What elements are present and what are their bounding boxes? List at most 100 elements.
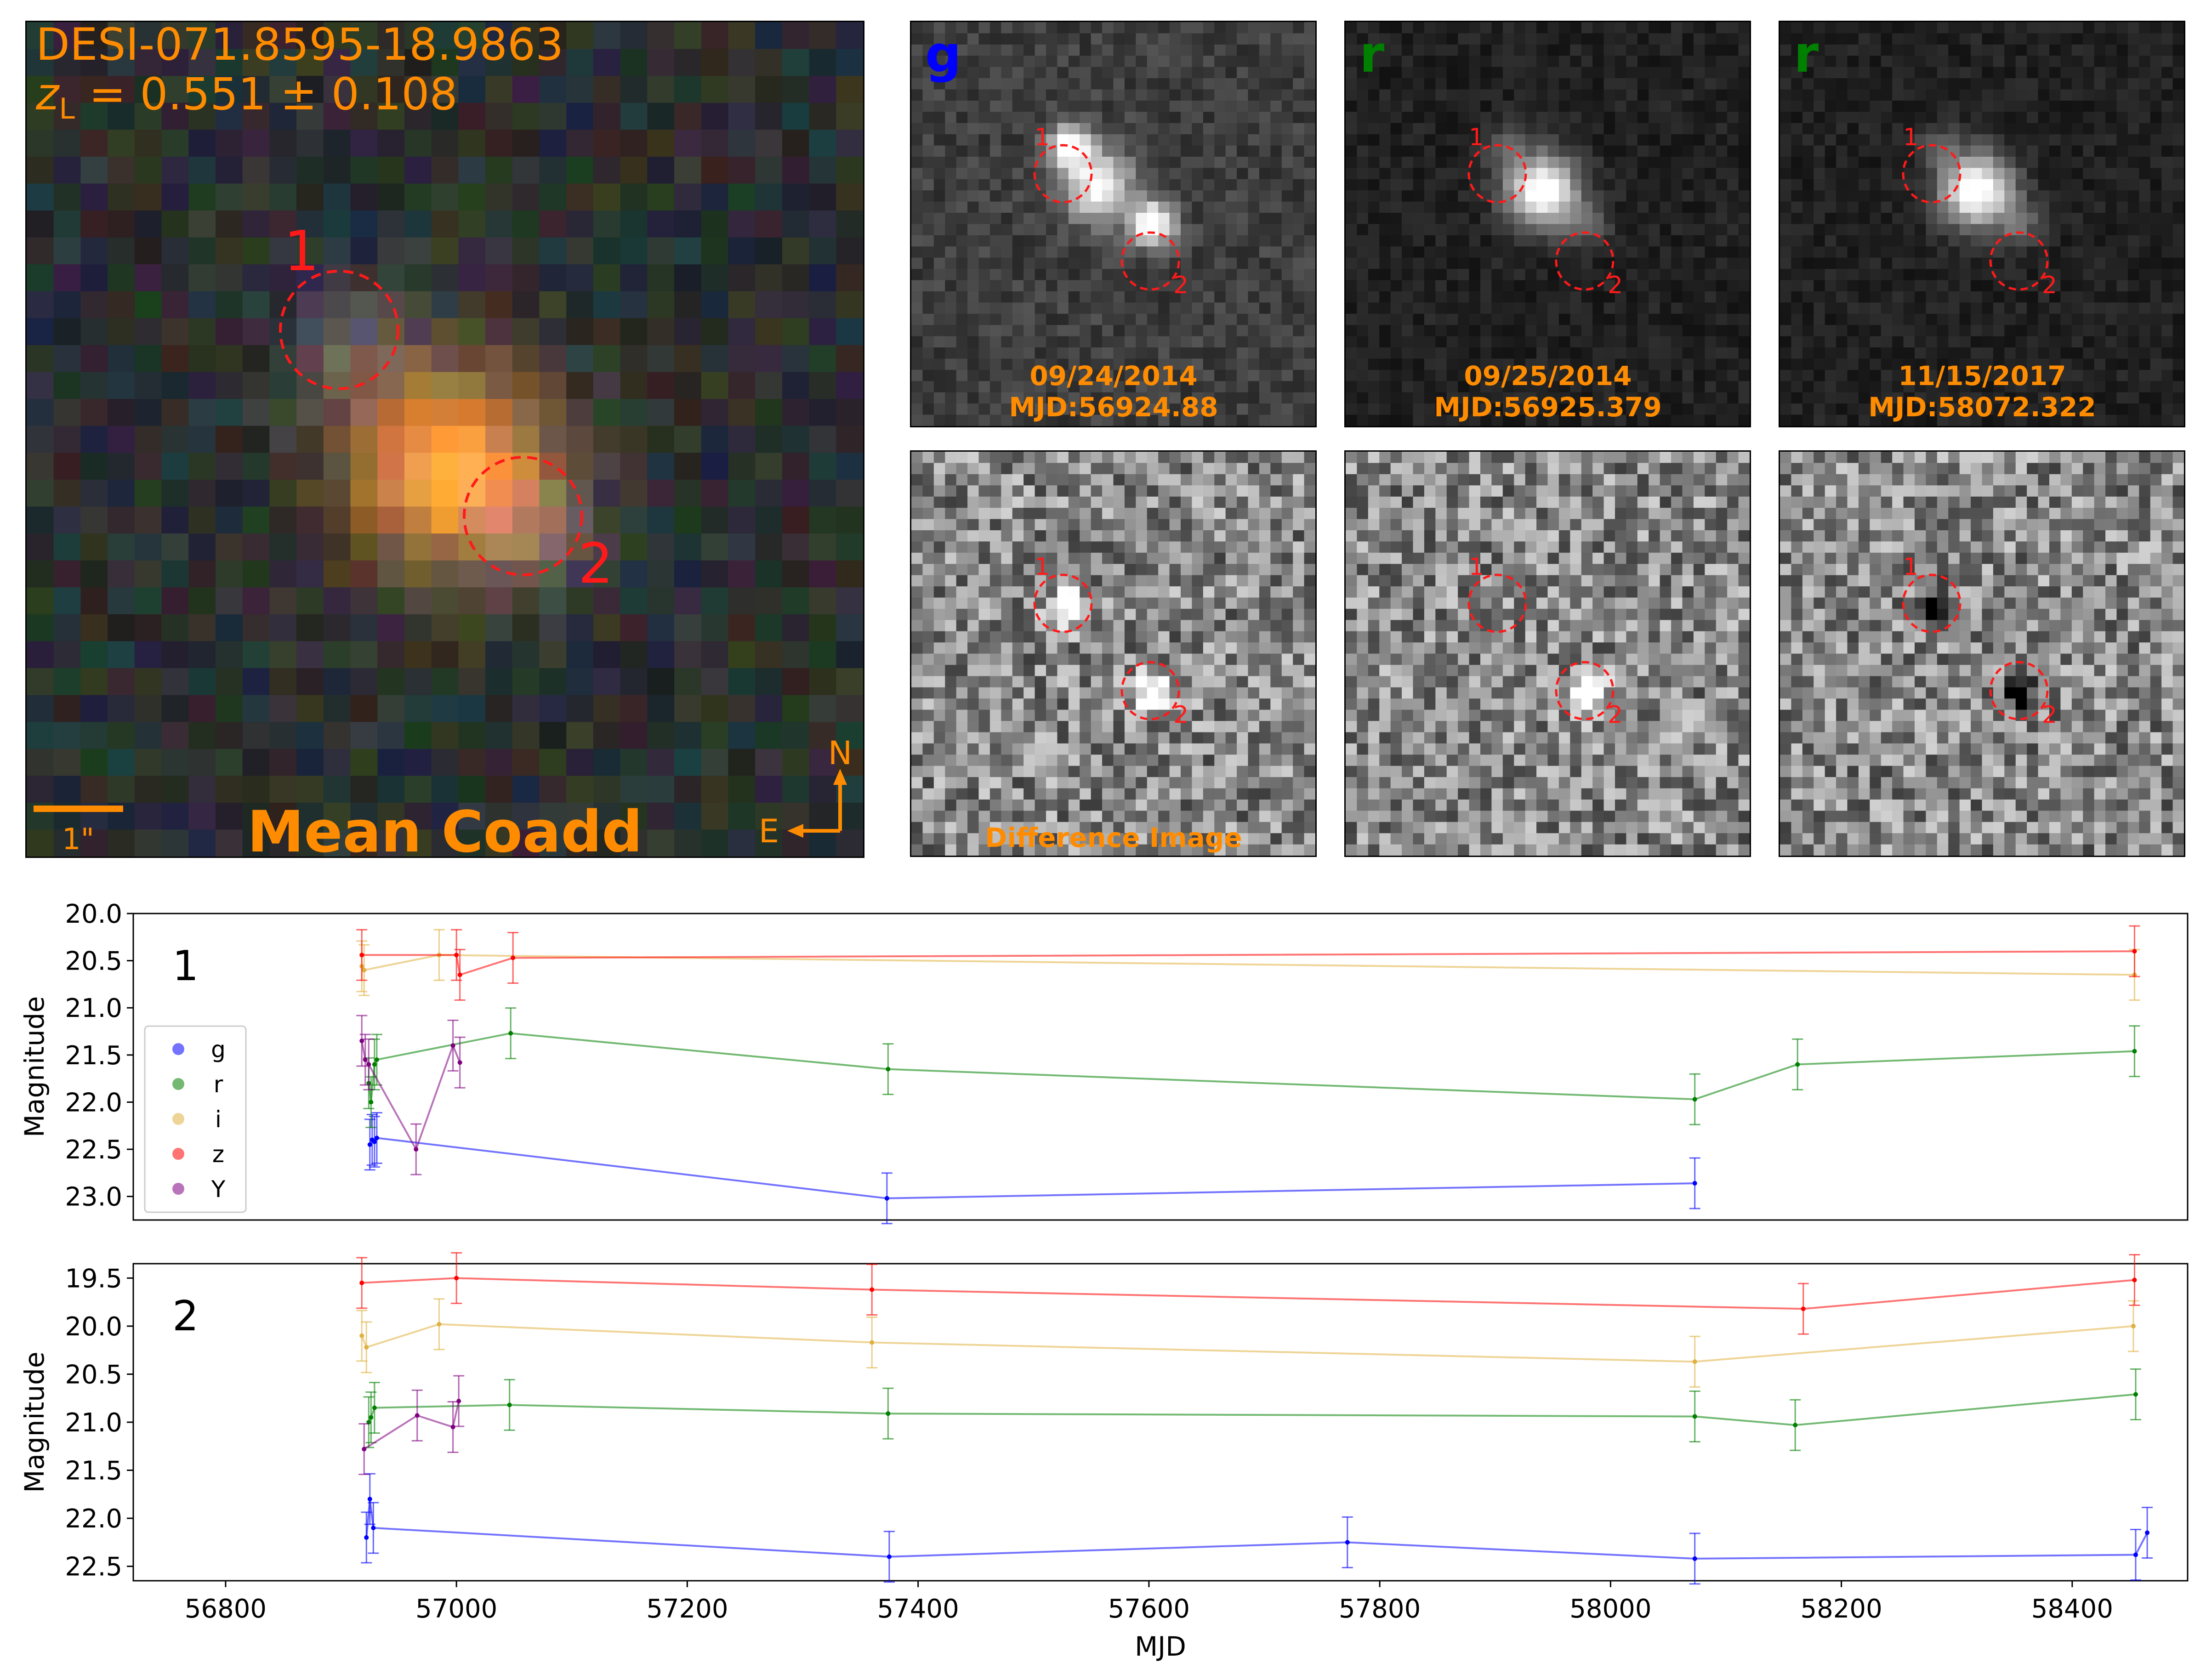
cutout-pixel xyxy=(1469,22,1481,34)
cutout-pixel xyxy=(1959,44,1971,56)
cutout-pixel xyxy=(2116,56,2128,68)
cutout-pixel xyxy=(1814,246,1825,258)
cutout-pixel xyxy=(1948,112,1960,124)
cutout-pixel xyxy=(2038,201,2050,213)
cutout-pixel xyxy=(1791,280,1803,292)
cutout-pixel xyxy=(1858,213,1870,225)
cutout-pixel xyxy=(1214,325,1226,337)
cutout-pixel xyxy=(1225,392,1237,404)
cutout-pixel xyxy=(1971,67,1983,79)
cutout-pixel xyxy=(1068,257,1080,269)
cutout-pixel xyxy=(1915,325,1927,337)
cutout-pixel xyxy=(1993,78,2005,90)
cutout-pixel xyxy=(1881,67,1893,79)
cutout-pixel xyxy=(1937,100,1949,112)
cutout-pixel xyxy=(1346,67,1358,79)
cutout-pixel xyxy=(1091,157,1103,169)
coadd-pixel xyxy=(431,76,459,103)
cutout-pixel xyxy=(1637,213,1649,225)
cutout-pixel xyxy=(2060,269,2072,281)
cutout-pixel xyxy=(1780,358,1792,370)
cutout-pixel xyxy=(2127,403,2139,415)
coadd-pixel xyxy=(431,802,459,830)
cutout-pixel xyxy=(1435,246,1447,258)
coadd-pixel xyxy=(782,506,810,534)
cutout-pixel xyxy=(2083,369,2095,381)
cutout-pixel xyxy=(1825,313,1836,325)
cutout-pixel xyxy=(1435,22,1447,34)
cutout-pixel xyxy=(1802,157,1814,169)
cutout-pixel xyxy=(1615,358,1627,370)
cutout-pixel xyxy=(1915,56,1927,68)
cutout-pixel xyxy=(1547,123,1559,135)
cutout-pixel xyxy=(1068,213,1080,225)
cutout-pixel xyxy=(1915,33,1927,45)
cutout-pixel xyxy=(2161,347,2173,359)
cutout-pixel xyxy=(1304,347,1315,359)
coadd-pixel xyxy=(80,560,108,588)
cutout-pixel xyxy=(1001,89,1013,101)
cutout-pixel xyxy=(1469,123,1481,135)
cutout-pixel xyxy=(1469,325,1481,337)
cutout-pixel xyxy=(967,403,979,415)
cutout-pixel xyxy=(1102,168,1114,180)
coadd-pixel xyxy=(620,210,648,238)
cutout-pixel xyxy=(1237,325,1249,337)
cutout-pixel xyxy=(1491,100,1503,112)
cutout-pixel xyxy=(1469,347,1481,359)
cutout-pixel xyxy=(1547,313,1559,325)
cutout-pixel xyxy=(1926,269,1938,281)
cutout-pixel xyxy=(1458,44,1470,56)
cutout-pixel xyxy=(1424,246,1436,258)
cutout-pixel xyxy=(1847,381,1859,393)
cutout-pixel xyxy=(1514,78,1526,90)
coadd-pixel xyxy=(215,237,243,265)
cutout-pixel xyxy=(2172,369,2184,381)
cutout-pixel xyxy=(1346,347,1358,359)
cutout-pixel xyxy=(1181,463,1193,475)
coadd-pixel xyxy=(296,291,324,319)
cutout-pixel xyxy=(1926,134,1938,146)
cutout-pixel xyxy=(1368,291,1380,303)
cutout-pixel xyxy=(1124,474,1136,486)
cutout-pixel xyxy=(1858,369,1870,381)
cutout-pixel xyxy=(2094,414,2106,426)
redshift-symbol: z xyxy=(35,68,60,120)
coadd-pixel xyxy=(674,264,702,292)
cutout-pixel xyxy=(1948,201,1960,213)
coadd-pixel xyxy=(539,426,567,454)
cutout-pixel xyxy=(2139,22,2151,34)
coadd-pixel xyxy=(269,156,297,184)
cutout-pixel xyxy=(945,474,957,486)
cutout-pixel xyxy=(2161,246,2173,258)
cutout-pixel xyxy=(1514,347,1526,359)
coadd-pixel xyxy=(782,102,810,131)
cutout-pixel xyxy=(1225,33,1237,45)
coadd-pixel xyxy=(27,372,54,399)
cutout-pixel xyxy=(2105,246,2117,258)
cutout-pixel xyxy=(2150,190,2162,202)
cutout-pixel xyxy=(989,463,1001,475)
cutout-pixel xyxy=(2172,392,2184,404)
cutout-pixel xyxy=(1525,190,1537,202)
cutout-pixel xyxy=(978,201,990,213)
cutout-pixel xyxy=(1514,213,1526,225)
cutout-pixel xyxy=(1814,347,1825,359)
cutout-pixel xyxy=(1870,280,1882,292)
cutout-pixel xyxy=(1858,134,1870,146)
cutout-pixel xyxy=(1738,213,1750,225)
cutout-pixel xyxy=(2038,145,2050,157)
cutout-pixel xyxy=(1435,78,1447,90)
coadd-pixel xyxy=(701,156,729,184)
cutout-pixel xyxy=(1592,325,1604,337)
cutout-pixel xyxy=(1248,44,1260,56)
cutout-pixel xyxy=(1080,168,1092,180)
coadd-pixel xyxy=(458,76,486,103)
cutout-pixel xyxy=(1192,463,1204,475)
cutout-pixel xyxy=(1592,190,1604,202)
cutout-pixel xyxy=(2150,246,2162,258)
coadd-pixel xyxy=(593,264,621,292)
coadd-pixel xyxy=(53,102,81,131)
cutout-pixel xyxy=(1491,347,1503,359)
